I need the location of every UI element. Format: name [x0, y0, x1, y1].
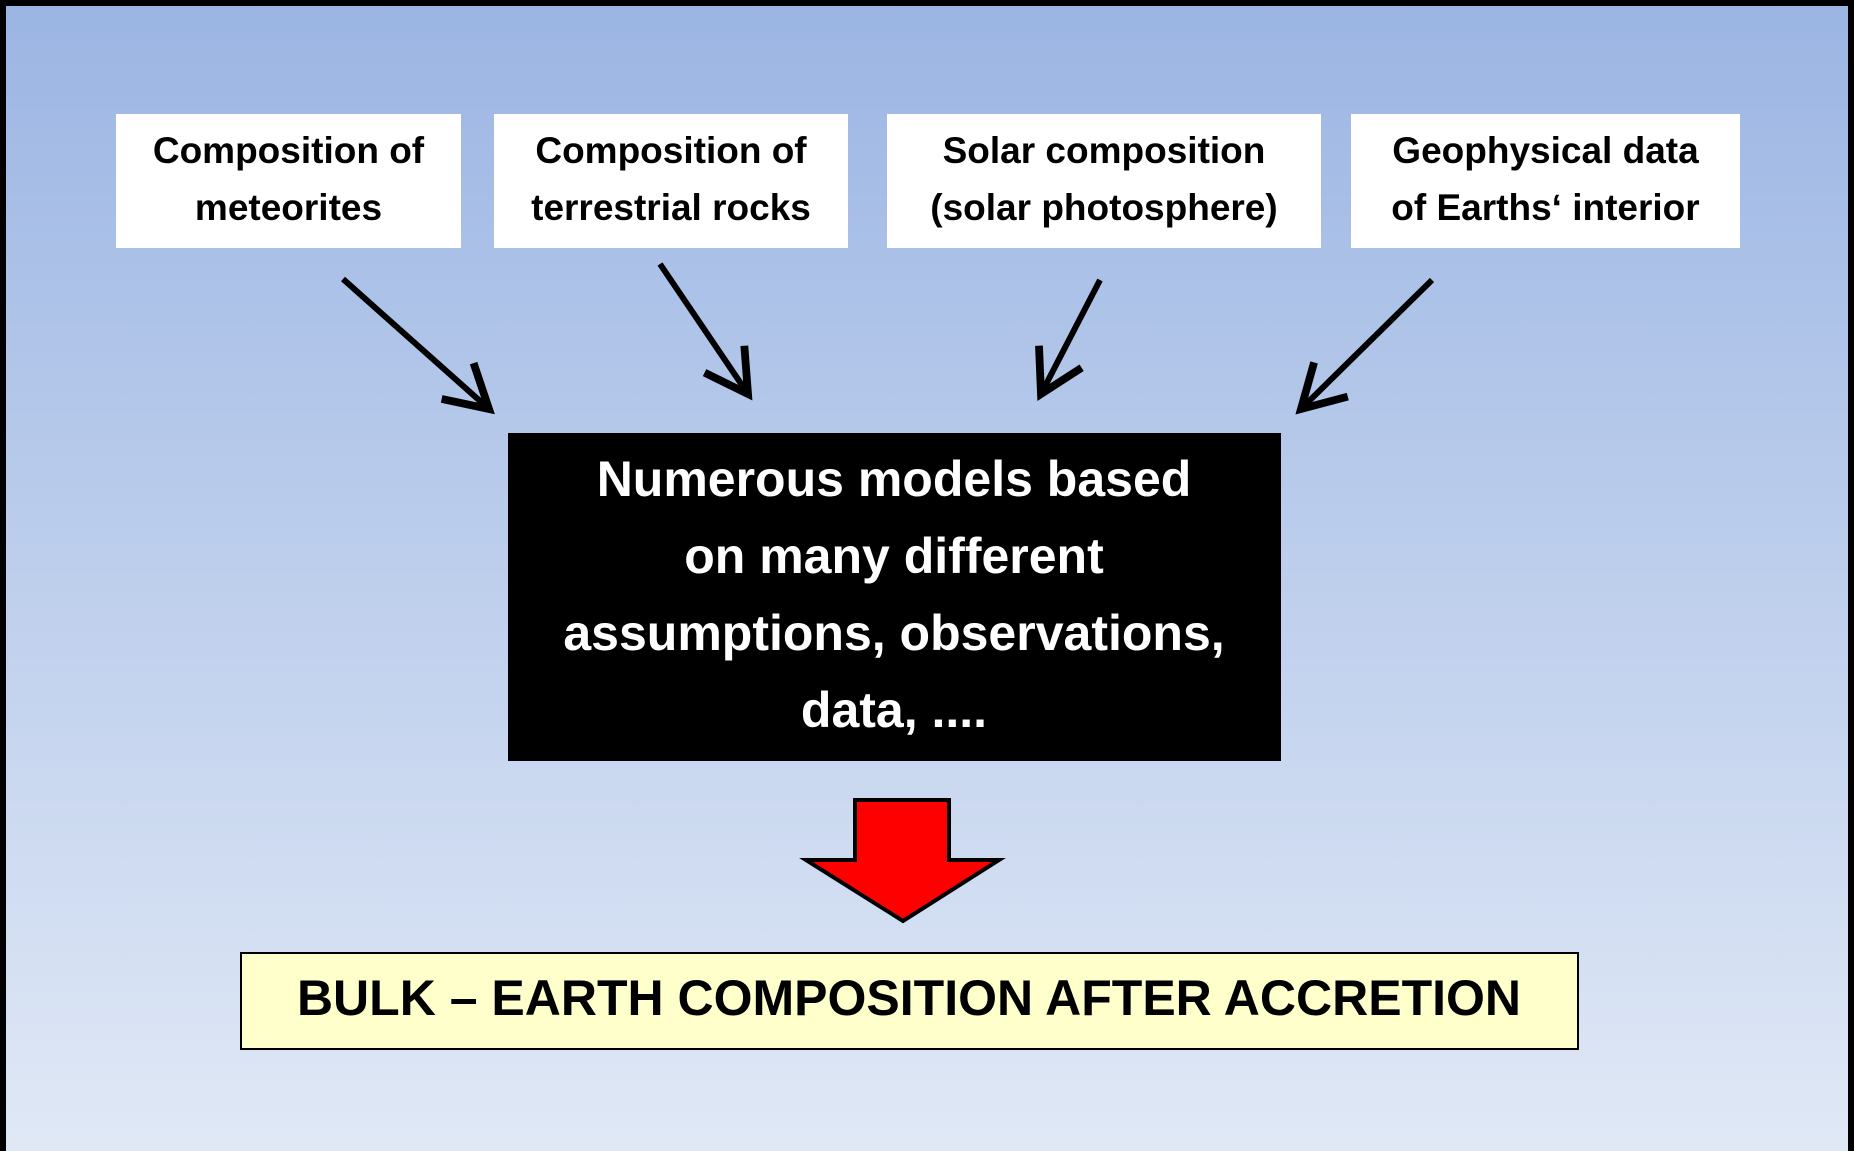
source-boxes: Composition of meteorites Composition of te… — [116, 114, 1740, 248]
text-line: Geophysical data — [1392, 130, 1699, 171]
text-line: assumptions, observations, — [563, 605, 1224, 661]
source-text: Geophysical data of Earths‘ interior — [1391, 130, 1699, 228]
text-line: Solar composition — [943, 130, 1266, 171]
arrow — [341, 276, 495, 415]
source-box — [116, 114, 461, 248]
text-line: of Earths‘ interior — [1391, 187, 1699, 228]
source-box — [887, 114, 1321, 248]
text-line: Composition of — [153, 130, 425, 171]
arrow — [657, 262, 753, 401]
text-line: data, .... — [801, 682, 987, 738]
text-line: on many different — [684, 528, 1104, 584]
text-line: Composition of — [535, 130, 807, 171]
arrow — [1035, 278, 1103, 401]
text-line: Numerous models based — [597, 451, 1192, 507]
arrow — [1295, 277, 1435, 415]
source-box — [1351, 114, 1740, 248]
text-line: meteorites — [195, 187, 382, 228]
text-line: terrestrial rocks — [531, 187, 811, 228]
arrows — [341, 262, 1435, 415]
source-box — [494, 114, 848, 248]
text-line: (solar photosphere) — [930, 187, 1277, 228]
source-text: Solar composition (solar photosphere) — [930, 130, 1277, 228]
result-text: BULK – EARTH COMPOSITION AFTER ACCRETION — [297, 970, 1521, 1026]
models-text: Numerous models based on many different as… — [563, 451, 1224, 738]
source-text: Composition of meteorites — [153, 130, 425, 228]
models-box — [508, 433, 1281, 761]
source-text: Composition of terrestrial rocks — [531, 130, 811, 228]
result-box — [240, 952, 1579, 1050]
down-arrow — [799, 798, 1006, 924]
